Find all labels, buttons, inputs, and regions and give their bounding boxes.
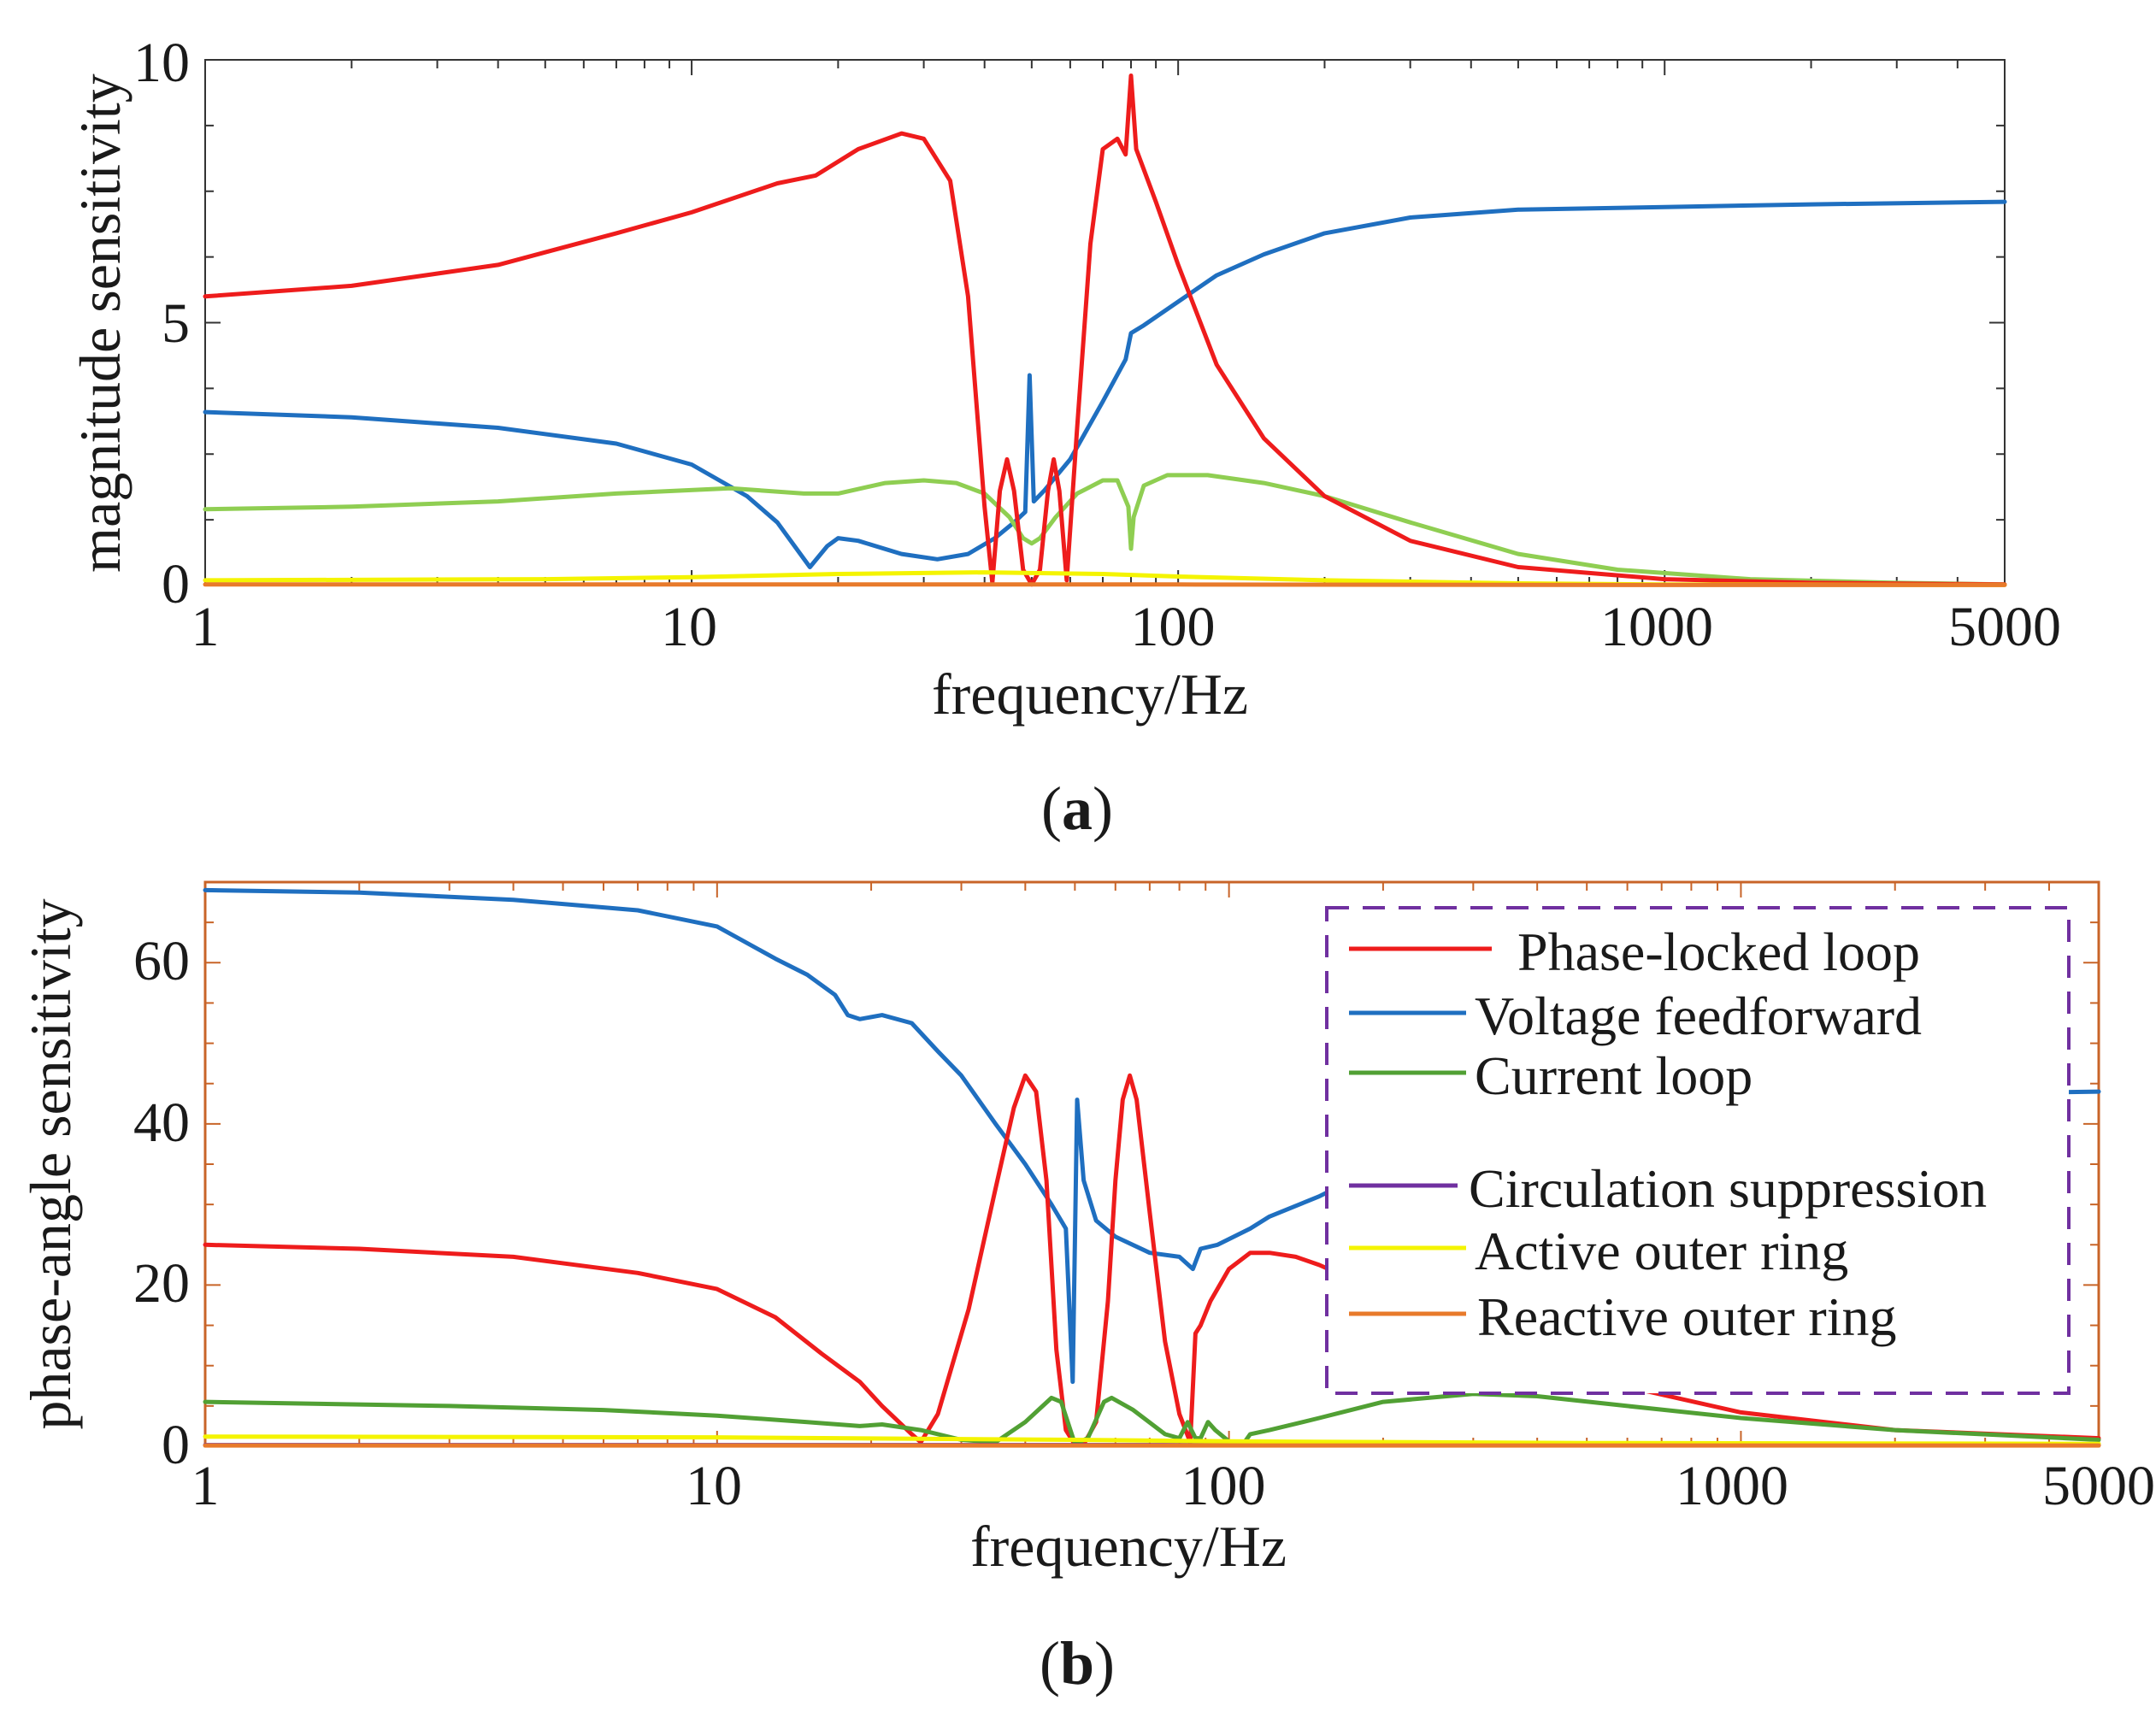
legend-label-voltage-feedforward: Voltage feedforward — [1475, 986, 1922, 1046]
panel-b-caption-letter: b — [1060, 1629, 1094, 1698]
panel-a-caption-letter: a — [1062, 774, 1093, 843]
panel-b-y-tick-label: 40 — [133, 1092, 190, 1154]
panel-b-x-tick-label: 5000 — [2042, 1455, 2155, 1517]
panel-a-caption: (a) — [1041, 774, 1113, 843]
panel-b-series-phase-locked-loop — [203, 1073, 2101, 1447]
panel-a-x-tick-label: 100 — [1131, 596, 1216, 658]
panel-a-x-tick-label: 1000 — [1600, 596, 1713, 658]
panel-a-y-tick-label: 0 — [162, 553, 190, 615]
panel-b-y-tick-label: 60 — [133, 930, 190, 992]
panel-b-caption: (b) — [1040, 1629, 1115, 1698]
legend-label-active-outer-ring: Active outer ring — [1475, 1221, 1848, 1281]
panel-b-series — [203, 887, 2101, 1448]
panel-b-x-tick-label: 100 — [1181, 1455, 1266, 1517]
legend-label-reactive-outer-ring: Reactive outer ring — [1477, 1286, 1896, 1347]
panel-b-x-tick-label: 10 — [686, 1455, 742, 1517]
panel-a-y-tick-label: 10 — [133, 32, 190, 94]
panel-a-y-tick-label: 5 — [162, 292, 190, 355]
panel-a-ticks — [205, 59, 2005, 586]
legend-swatches — [1349, 946, 1492, 1316]
panel-a-x-tick-label: 1 — [191, 596, 220, 658]
legend-label-current-loop: Current loop — [1475, 1045, 1752, 1106]
panel-b-y-tick-label: 20 — [133, 1252, 190, 1315]
panel-b-chart: 1 10 100 1000 5000 0 20 40 60 frequency/… — [18, 880, 2155, 1698]
panel-b-series-active-outer-ring — [203, 1434, 2101, 1446]
panel-b-series-voltage-feedforward — [203, 887, 2101, 1385]
legend-label-circulation-suppression: Circulation suppression — [1469, 1158, 1987, 1219]
panel-b-y-tick-label: 0 — [162, 1414, 190, 1476]
panel-a-chart: 1 10 100 1000 5000 0 5 10 frequency/Hz m… — [68, 32, 2061, 843]
panel-a-series-reactive-outer-ring — [203, 582, 2007, 587]
panel-a-series-current-loop — [203, 473, 2007, 587]
panel-b-x-axis-title: frequency/Hz — [970, 1514, 1287, 1579]
panel-a-x-tick-label: 10 — [661, 596, 717, 658]
panel-a-x-tick-label: 5000 — [1948, 596, 2061, 658]
panel-a-series-phase-locked-loop — [203, 74, 2007, 587]
legend-label-phase-locked-loop: Phase-locked loop — [1517, 921, 1920, 982]
panel-b-series-current-loop — [203, 1392, 2101, 1446]
panel-a-series-voltage-feedforward — [203, 199, 2007, 569]
panel-a-plot-frame — [204, 59, 2006, 586]
panel-b-x-tick-label: 1000 — [1676, 1455, 1788, 1517]
panel-a-series — [203, 74, 2007, 587]
panel-b-legend: Phase-locked loop Voltage feedforward Cu… — [1325, 906, 2071, 1395]
panel-a-y-axis-title: magnitude sensitivity — [68, 74, 133, 573]
panel-b-y-axis-title: phase-angle sensitivity — [18, 898, 83, 1429]
panel-a-x-axis-title: frequency/Hz — [932, 662, 1248, 727]
panel-b-x-tick-label: 1 — [191, 1455, 220, 1517]
